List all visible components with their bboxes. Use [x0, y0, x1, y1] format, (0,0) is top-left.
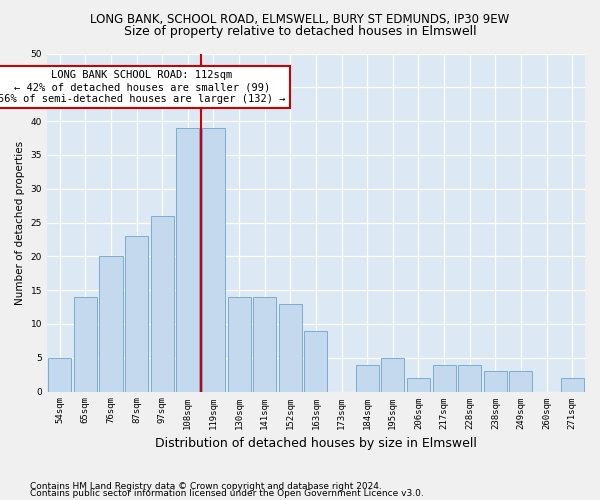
- Bar: [176, 128, 199, 392]
- Bar: [304, 330, 328, 392]
- Bar: [279, 304, 302, 392]
- Bar: [227, 297, 251, 392]
- Bar: [125, 236, 148, 392]
- Text: Contains HM Land Registry data © Crown copyright and database right 2024.: Contains HM Land Registry data © Crown c…: [30, 482, 382, 491]
- Y-axis label: Number of detached properties: Number of detached properties: [15, 140, 25, 304]
- Text: LONG BANK, SCHOOL ROAD, ELMSWELL, BURY ST EDMUNDS, IP30 9EW: LONG BANK, SCHOOL ROAD, ELMSWELL, BURY S…: [91, 12, 509, 26]
- Bar: [151, 216, 174, 392]
- Bar: [458, 364, 481, 392]
- Bar: [74, 297, 97, 392]
- Bar: [560, 378, 584, 392]
- Bar: [509, 372, 532, 392]
- Bar: [407, 378, 430, 392]
- Bar: [202, 128, 225, 392]
- Bar: [484, 372, 507, 392]
- Bar: [356, 364, 379, 392]
- Bar: [433, 364, 455, 392]
- Bar: [381, 358, 404, 392]
- Bar: [48, 358, 71, 392]
- Text: Size of property relative to detached houses in Elmswell: Size of property relative to detached ho…: [124, 25, 476, 38]
- Bar: [100, 256, 122, 392]
- X-axis label: Distribution of detached houses by size in Elmswell: Distribution of detached houses by size …: [155, 437, 477, 450]
- Text: LONG BANK SCHOOL ROAD: 112sqm
← 42% of detached houses are smaller (99)
56% of s: LONG BANK SCHOOL ROAD: 112sqm ← 42% of d…: [0, 70, 286, 104]
- Bar: [253, 297, 276, 392]
- Text: Contains public sector information licensed under the Open Government Licence v3: Contains public sector information licen…: [30, 490, 424, 498]
